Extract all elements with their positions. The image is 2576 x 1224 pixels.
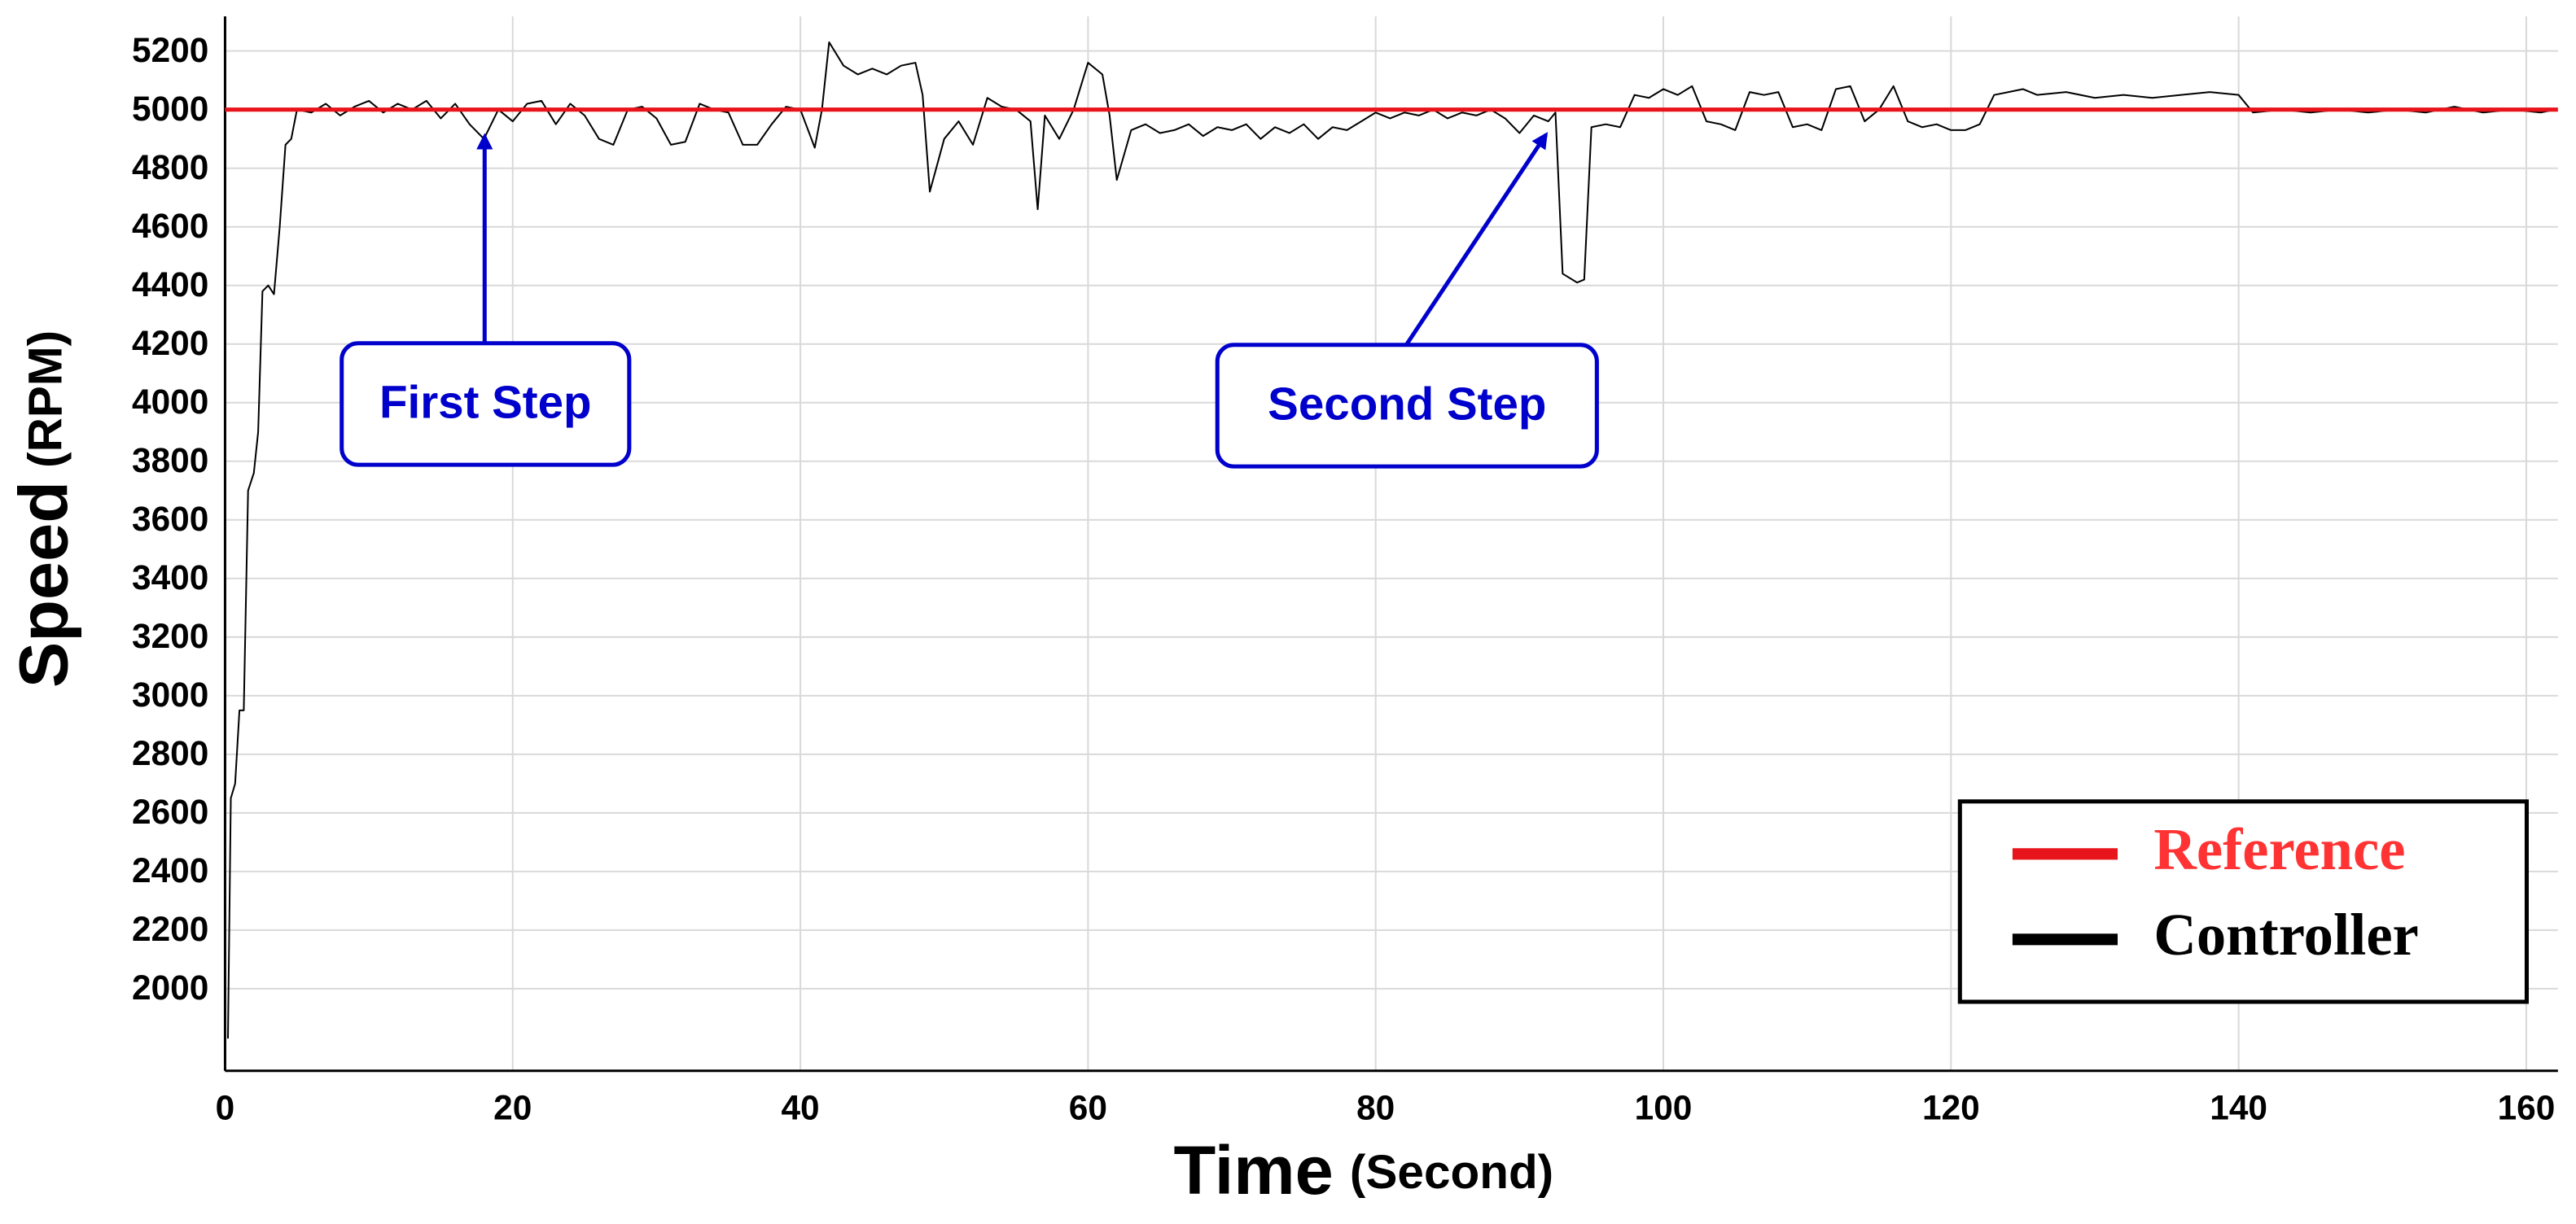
x-tick-label: 100 <box>1635 1088 1693 1126</box>
y-tick-label: 4600 <box>132 207 208 245</box>
x-axis-label: Time (Second) <box>1173 1131 1553 1209</box>
y-tick-label: 3600 <box>132 500 208 538</box>
y-tick-label: 3800 <box>132 441 208 479</box>
annotation-box <box>1215 343 1599 469</box>
y-tick-label: 2800 <box>132 734 208 772</box>
x-tick-label: 140 <box>2210 1088 2267 1126</box>
x-tick-label: 80 <box>1356 1088 1395 1126</box>
x-tick-label: 0 <box>216 1088 235 1126</box>
x-tick-label: 60 <box>1069 1088 1107 1126</box>
y-axis-label: Speed (RPM) <box>5 330 82 688</box>
legend-box <box>1957 799 2529 1004</box>
x-label-unit: (Second) <box>1350 1146 1553 1199</box>
y-tick-label: 5000 <box>132 90 208 128</box>
x-label-main: Time <box>1173 1131 1333 1209</box>
y-tick-label: 4800 <box>132 148 208 186</box>
x-tick-label: 160 <box>2498 1088 2556 1126</box>
annotation-box <box>340 341 632 467</box>
y-tick-label: 5200 <box>132 31 208 69</box>
y-tick-label: 2000 <box>132 968 208 1007</box>
legend-label: Reference <box>2153 816 2405 882</box>
y-tick-label: 2200 <box>132 910 208 948</box>
x-tick-label: 40 <box>782 1088 820 1126</box>
y-tick-label: 2400 <box>132 851 208 890</box>
annotation-arrow <box>1404 132 1549 347</box>
y-tick-label: 4200 <box>132 324 208 362</box>
y-label-main: Speed <box>5 481 82 688</box>
y-tick-label: 2600 <box>132 793 208 831</box>
y-tick-label: 4000 <box>132 382 208 421</box>
y-tick-label: 3200 <box>132 617 208 655</box>
annotation-text: Second Step <box>1268 378 1546 429</box>
legend-label: Controller <box>2153 902 2418 968</box>
x-tick-label: 20 <box>493 1088 532 1126</box>
y-tick-label: 3400 <box>132 558 208 597</box>
y-tick-label: 3000 <box>132 675 208 714</box>
y-label-unit: (RPM) <box>20 330 72 468</box>
annotation-text: First Step <box>379 376 592 427</box>
y-tick-label: 4400 <box>132 265 208 304</box>
x-tick-label: 120 <box>1922 1088 1980 1126</box>
